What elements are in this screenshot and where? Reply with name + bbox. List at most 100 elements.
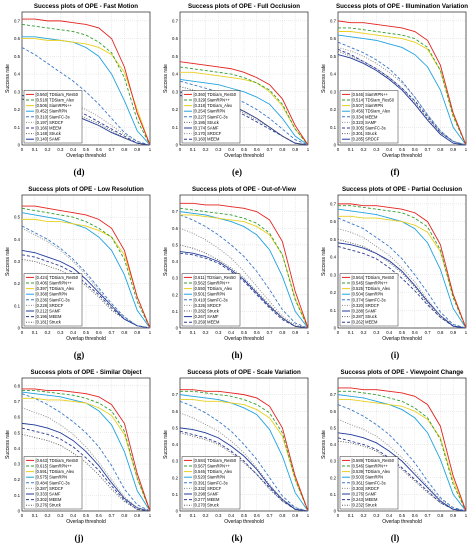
x-tick-label: 0.6 — [412, 147, 419, 152]
x-tick-label: 0.4 — [70, 147, 77, 152]
x-tick-label: 0.8 — [121, 147, 128, 152]
legend-entry: [0.539] TDSiam_Alex — [352, 469, 391, 474]
y-tick-label: 0.7 — [172, 18, 179, 23]
x-tick-label: 0.1 — [32, 513, 39, 518]
x-tick-label: 0.8 — [437, 147, 444, 152]
x-tick-label: 0.7 — [109, 513, 116, 518]
legend-entry: [0.227] SiamFC-3s — [194, 114, 228, 119]
x-tick-label: 0.5 — [399, 330, 406, 335]
chart-panel: Success plots of OPE - Fast Motion 0 0.1 0.… — [0, 0, 158, 183]
series-line — [337, 242, 467, 329]
legend-entry: [0.267] SAMF — [194, 314, 220, 319]
subfigure-caption: (l) — [390, 533, 400, 543]
legend-entry: [0.174] SAMF — [194, 126, 220, 131]
legend-entry: [0.329] SiamRPN++ — [194, 98, 231, 103]
y-tick-label: 0.7 — [330, 201, 337, 206]
legend: [0.564] TDSiam_Res50[0.545] SiamRPN++ [0.… — [339, 273, 399, 327]
subfigure-caption: (h) — [231, 350, 243, 360]
y-tick-label: 0.4 — [172, 259, 179, 264]
legend-entry: [0.318] TDSiam_Alex — [194, 103, 233, 108]
legend-entry: [0.387] SRDCF — [36, 486, 64, 491]
x-tick-label: 0.5 — [83, 330, 90, 335]
y-tick-label: 0.6 — [330, 409, 337, 414]
y-tick-label: 0.4 — [14, 237, 21, 242]
series-line — [179, 427, 309, 512]
legend: [0.546] SiamRPN++[0.514] TDSiam_Res50[0.… — [339, 90, 399, 144]
y-tick-label: 0 — [176, 326, 179, 331]
chart-title: Success plots of OPE - Fast Motion — [34, 3, 138, 10]
x-tick-label: 0.8 — [437, 330, 444, 335]
x-tick-label: 0.8 — [279, 147, 286, 152]
y-tick-label: 0 — [334, 326, 337, 331]
legend-entry: [0.484] SiamFC-3s — [36, 480, 70, 485]
legend-entry: [0.287] Struck — [352, 314, 378, 319]
chart-title: Success plots of OPE - Illumination Vari… — [336, 3, 468, 10]
x-tick-label: 0.6 — [96, 147, 103, 152]
legend-entry: [0.501] SiamRPN — [194, 292, 226, 297]
x-tick-label: 0.9 — [292, 330, 299, 335]
x-tick-label: 0.9 — [450, 147, 457, 152]
success-plot: Success plots of OPE - Illumination Vari… — [321, 3, 468, 159]
y-tick-label: 0.6 — [172, 36, 179, 41]
series-line — [21, 422, 151, 512]
y-tick-label: 0.2 — [14, 477, 21, 482]
chart-title: Success plots of OPE - Scale Variation — [187, 369, 301, 376]
x-tick-label: 0 — [179, 330, 182, 335]
x-tick-label: 1 — [307, 330, 310, 335]
legend-entry: [0.326] SRDCF — [194, 303, 222, 308]
chart-panel: Success plots of OPE - Partial Occlusion… — [316, 183, 474, 366]
legend-entry: [0.259] MEEM — [194, 320, 221, 325]
series-line — [337, 50, 467, 146]
y-axis-label: Success rate — [5, 430, 11, 459]
series-line — [180, 390, 309, 512]
y-tick-label: 0.2 — [330, 290, 337, 295]
x-tick-label: 0.9 — [134, 330, 141, 335]
x-tick-label: 0.6 — [254, 513, 261, 518]
x-tick-label: 0.6 — [254, 330, 261, 335]
series-line — [180, 399, 309, 512]
x-tick-label: 0 — [21, 513, 24, 518]
series-line — [337, 34, 467, 146]
y-tick-label: 0 — [176, 509, 179, 514]
x-tick-label: 0.4 — [386, 330, 393, 335]
y-tick-label: 0.4 — [172, 442, 179, 447]
legend-entry: [0.236] SiamFC-3s — [36, 297, 70, 302]
y-tick-label: 0.5 — [172, 242, 179, 247]
x-tick-label: 0.4 — [228, 147, 235, 152]
x-tick-label: 0 — [179, 513, 182, 518]
legend: [0.424] TDSiam_Res50[0.406] SiamRPN++[0.… — [23, 273, 83, 327]
series-line — [337, 217, 467, 329]
y-tick-label: 0 — [334, 509, 337, 514]
legend-entry: [0.196] MEEM — [36, 314, 63, 319]
y-axis-label: Success rate — [321, 247, 327, 276]
x-tick-label: 0.4 — [70, 330, 77, 335]
legend-entry: [0.615] SiamRPN++ — [36, 464, 73, 469]
y-tick-label: 0.1 — [330, 308, 337, 313]
legend-entry: [0.546] SiamRPN++ — [352, 92, 389, 97]
y-tick-label: 0 — [176, 143, 179, 148]
x-tick-label: 0.3 — [215, 147, 222, 152]
legend: [0.360] TDSiam_Res50[0.329] SiamRPN++[0.… — [181, 90, 241, 144]
series-line — [21, 212, 151, 329]
legend-entry: [0.197] SRDCF — [36, 120, 64, 125]
series-line — [179, 252, 309, 329]
legend-entry: [0.368] SiamRPN — [36, 292, 68, 297]
series-line — [337, 238, 467, 329]
x-tick-label: 0.5 — [83, 147, 90, 152]
legend-entry: [0.302] MEEM — [36, 497, 63, 502]
y-tick-label: 0.6 — [330, 219, 337, 224]
series-line — [180, 71, 309, 146]
y-tick-label: 0.1 — [330, 125, 337, 130]
chart-title: Success plots of OPE - Full Occlusion — [188, 3, 300, 10]
y-tick-label: 0.1 — [14, 493, 21, 498]
series-line — [338, 387, 467, 512]
x-tick-label: 0.5 — [83, 513, 90, 518]
series-line — [337, 437, 467, 512]
legend-entry: [0.545] SiamRPN++ — [352, 281, 389, 286]
legend-entry: [0.564] TDSiam_Res50 — [352, 275, 395, 280]
y-tick-label: 0.5 — [330, 54, 337, 59]
y-tick-label: 0.5 — [14, 430, 21, 435]
x-tick-label: 0.6 — [254, 147, 261, 152]
legend-entry: [0.285] SRDCF — [352, 137, 380, 142]
y-tick-label: 0.1 — [14, 125, 21, 130]
